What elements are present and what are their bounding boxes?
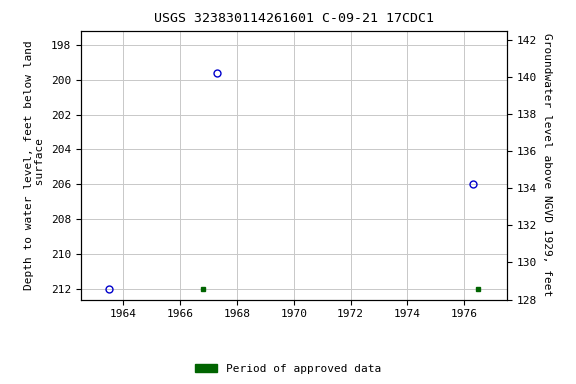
Y-axis label: Depth to water level, feet below land
 surface: Depth to water level, feet below land su…: [24, 40, 45, 290]
Legend: Period of approved data: Period of approved data: [191, 359, 385, 379]
Title: USGS 323830114261601 C-09-21 17CDC1: USGS 323830114261601 C-09-21 17CDC1: [154, 12, 434, 25]
Y-axis label: Groundwater level above NGVD 1929, feet: Groundwater level above NGVD 1929, feet: [543, 33, 552, 297]
